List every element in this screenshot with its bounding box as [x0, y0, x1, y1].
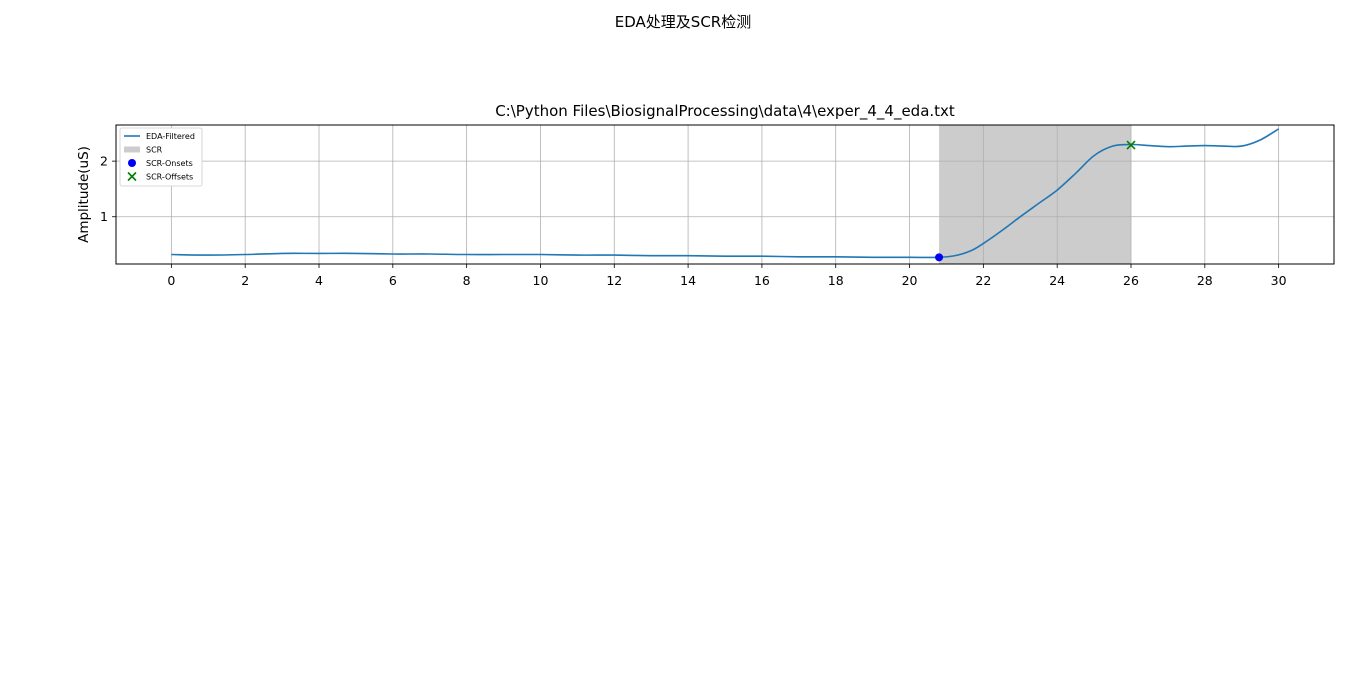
y-tick-label: 2	[100, 154, 108, 169]
axes-title: C:\Python Files\BiosignalProcessing\data…	[495, 102, 955, 121]
y-tick-label: 1	[100, 209, 108, 224]
figure-suptitle: EDA处理及SCR检测	[615, 13, 751, 31]
series-layer	[171, 128, 1280, 259]
scr-onset-marker	[935, 253, 944, 262]
x-tick-label: 10	[533, 273, 549, 288]
legend-handle-onset	[128, 159, 136, 167]
legend-handle-offset	[127, 171, 137, 182]
legend-label: SCR-Offsets	[146, 173, 193, 182]
x-tick-label: 28	[1197, 273, 1213, 288]
x-tick-label: 14	[680, 273, 696, 288]
x-tick-label: 22	[975, 273, 991, 288]
x-tick-label: 4	[315, 273, 323, 288]
x-tick-label: 24	[1049, 273, 1065, 288]
marker-layer	[935, 140, 1136, 262]
x-tick-label: 8	[463, 273, 471, 288]
legend-label: SCR-Onsets	[146, 159, 193, 168]
x-tick-label: 2	[241, 273, 249, 288]
scr-region	[939, 125, 1131, 264]
grid-layer	[116, 125, 1334, 264]
y-axis-label: Amplitude(uS)	[76, 146, 92, 243]
legend-items: EDA-Filtered SCR SCR-Onsets SCR-Offsets	[124, 132, 195, 182]
x-tick-label: 6	[389, 273, 397, 288]
x-tick-label: 12	[606, 273, 622, 288]
x-tick-label: 16	[754, 273, 770, 288]
legend-label: EDA-Filtered	[146, 132, 195, 141]
legend: EDA-Filtered SCR SCR-Onsets SCR-Offsets	[119, 127, 203, 187]
legend-label: SCR	[146, 146, 163, 155]
scr-region-layer	[939, 125, 1131, 264]
x-tick-label: 30	[1271, 273, 1287, 288]
series-line-eda-filtered	[171, 128, 1280, 259]
legend-box	[119, 127, 203, 187]
legend-handle-region	[124, 146, 140, 153]
x-tick-label: 26	[1123, 273, 1139, 288]
x-tick-label: 0	[167, 273, 175, 288]
x-tick-label: 18	[828, 273, 844, 288]
plot-axes: C:\Python Files\BiosignalProcessing\data…	[76, 102, 1335, 288]
x-tick-label: 20	[902, 273, 918, 288]
axes-frame	[115, 124, 1335, 265]
scr-offset-marker-stroke	[1126, 140, 1136, 150]
scr-offset-marker	[1126, 140, 1136, 150]
